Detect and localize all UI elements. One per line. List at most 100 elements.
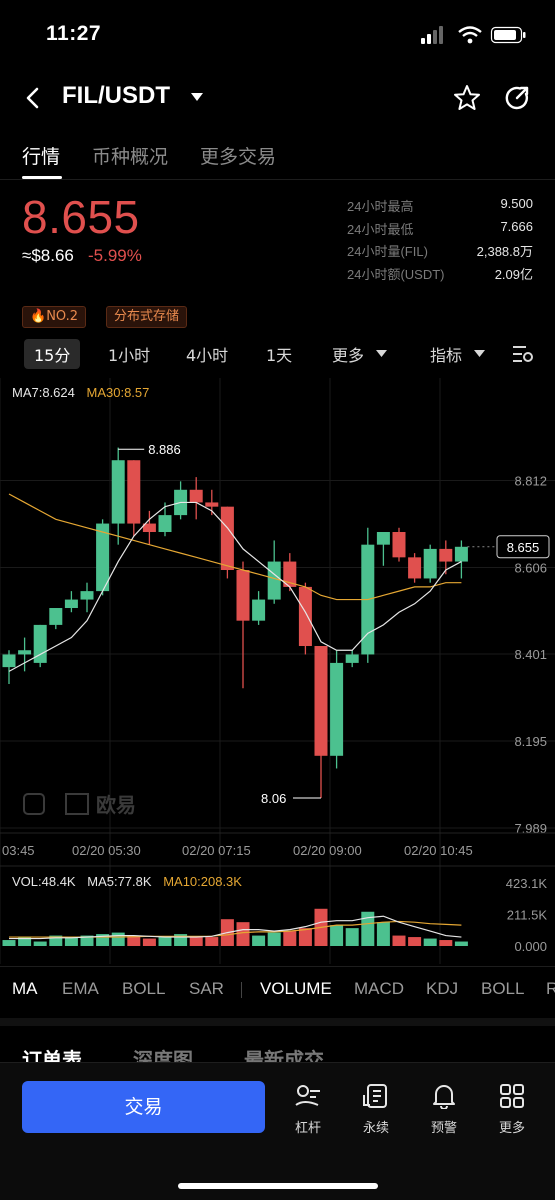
candle-body: [392, 532, 406, 558]
candle-body: [220, 506, 234, 571]
indicator-menu[interactable]: 指标: [430, 346, 463, 365]
high-marker-label: 8.886: [148, 442, 181, 457]
rank-badge[interactable]: 🔥NO.2: [22, 306, 87, 328]
trade-button[interactable]: 交易: [22, 1081, 265, 1133]
candle-body: [142, 523, 156, 533]
home-indicator: [178, 1183, 378, 1189]
volume-bar: [189, 937, 203, 946]
stat-label: 24小时额(USDT): [347, 266, 445, 282]
indicator-boll-sub[interactable]: BOLL: [481, 979, 525, 998]
stat-row-volume: 24小时量(FIL) 2,388.8万: [347, 241, 533, 264]
tab-more-trading[interactable]: 更多交易: [200, 146, 277, 168]
chart-settings-icon[interactable]: [512, 344, 534, 364]
tab-market[interactable]: 行情: [22, 146, 61, 168]
volume-bar: [376, 922, 390, 946]
alert-action[interactable]: 预警: [416, 1083, 472, 1136]
time-axis-label: 02/20 07:15: [182, 843, 251, 858]
candle-body: [111, 460, 125, 524]
interval-4h[interactable]: 4小时: [186, 346, 229, 365]
ma7-label: MA7:8.624: [12, 385, 75, 400]
perpetual-action[interactable]: 永续: [348, 1083, 404, 1136]
volume-bar: [454, 941, 468, 946]
interval-bar: 15分 1小时 4小时 1天 更多 指标: [0, 336, 555, 372]
candle-body: [80, 591, 94, 600]
volume-axis-label: 423.1K: [506, 876, 548, 891]
caret-down-icon[interactable]: [190, 92, 204, 102]
candle-body: [64, 599, 78, 609]
caret-down-icon[interactable]: [474, 350, 485, 358]
margin-icon: [295, 1085, 320, 1106]
low-marker-label: 8.06: [261, 791, 286, 806]
share-icon[interactable]: [503, 84, 531, 112]
candle-body: [96, 523, 110, 592]
volume-axis-label: 211.5K: [507, 908, 548, 923]
back-icon[interactable]: [20, 84, 48, 112]
indicator-ma[interactable]: MA: [12, 979, 38, 998]
candle-body: [376, 532, 390, 545]
indicator-divider: [241, 982, 242, 998]
volume-bar: [423, 938, 437, 946]
status-time: 11:27: [46, 22, 102, 45]
candle-body: [345, 654, 359, 663]
candle-body: [205, 502, 219, 507]
perpetual-icon: [363, 1084, 387, 1108]
candle-body: [454, 546, 468, 562]
indicator-more[interactable]: R: [546, 979, 555, 998]
indicator-macd[interactable]: MACD: [354, 979, 405, 998]
candle-body: [252, 599, 266, 621]
interval-more[interactable]: 更多: [332, 346, 365, 365]
volume-legend: VOL:48.4K MA5:77.8K MA10:208.3K: [12, 874, 242, 889]
ma-legend: MA7:8.624 MA30:8.57: [12, 385, 149, 400]
interval-15m[interactable]: 15分: [24, 339, 81, 369]
volume-bar: [2, 940, 16, 946]
indicator-sar[interactable]: SAR: [189, 979, 224, 998]
time-axis-label: 03:45: [2, 843, 35, 858]
status-icons: [421, 26, 526, 44]
stat-label: 24小时最低: [347, 221, 414, 237]
star-icon[interactable]: [453, 84, 481, 112]
stat-value: 2.09亿: [494, 266, 533, 282]
more-action[interactable]: 更多: [484, 1083, 540, 1136]
volume-bar: [64, 937, 78, 946]
wifi-icon: [458, 26, 482, 44]
main-tabs: 行情 币种概况 更多交易: [0, 136, 555, 180]
candle-body: [330, 662, 344, 756]
price-axis-label: 8.401: [514, 647, 547, 662]
volume-ma10-line: [9, 920, 462, 938]
volume-bar: [236, 922, 250, 946]
volume-bar: [142, 938, 156, 946]
vol-ma10-label: MA10:208.3K: [163, 874, 242, 889]
volume-bar: [18, 937, 32, 946]
volume-bar: [205, 937, 219, 946]
candlestick-chart[interactable]: 8.812 8.606 8.401 8.195 7.989 03:45 02/20 05:3…: [0, 378, 555, 964]
stat-row-high: 24小时最高 9.500: [347, 196, 533, 219]
volume-ma5-line: [9, 915, 462, 940]
ma30-line: [8, 493, 462, 601]
section-tabs: 订单表 深度图 最新成交: [0, 1018, 555, 1072]
volume-axis-label: 0.000: [514, 939, 547, 954]
stat-value: 7.666: [500, 218, 533, 234]
indicator-volume[interactable]: VOLUME: [260, 979, 332, 998]
category-badge[interactable]: 分布式存储: [106, 306, 188, 328]
status-bar: 11:27: [0, 0, 555, 70]
stats-panel: 24小时最高 9.500 24小时最低 7.666 24小时量(FIL) 2,3…: [347, 196, 533, 286]
candle-body: [283, 561, 297, 587]
caret-down-icon[interactable]: [376, 350, 387, 358]
indicator-kdj[interactable]: KDJ: [426, 979, 459, 998]
pair-title[interactable]: FIL/USDT: [62, 82, 170, 109]
stat-value: 2,388.8万: [476, 244, 533, 259]
last-price-tag: [496, 535, 550, 559]
indicator-ema[interactable]: EMA: [62, 979, 99, 998]
ma7-line: [8, 501, 462, 672]
candle-body: [49, 608, 63, 625]
volume-bar: [174, 934, 188, 946]
interval-1h[interactable]: 1小时: [108, 346, 151, 365]
candle-body: [2, 654, 16, 668]
price-axis-label: 8.812: [514, 473, 547, 488]
tab-coin-overview[interactable]: 币种概况: [92, 146, 169, 168]
stat-row-low: 24小时最低 7.666: [347, 219, 533, 242]
margin-action[interactable]: 杠杆: [280, 1083, 336, 1136]
stat-value: 9.500: [500, 196, 533, 211]
indicator-boll[interactable]: BOLL: [122, 979, 166, 998]
interval-1d[interactable]: 1天: [266, 346, 293, 365]
